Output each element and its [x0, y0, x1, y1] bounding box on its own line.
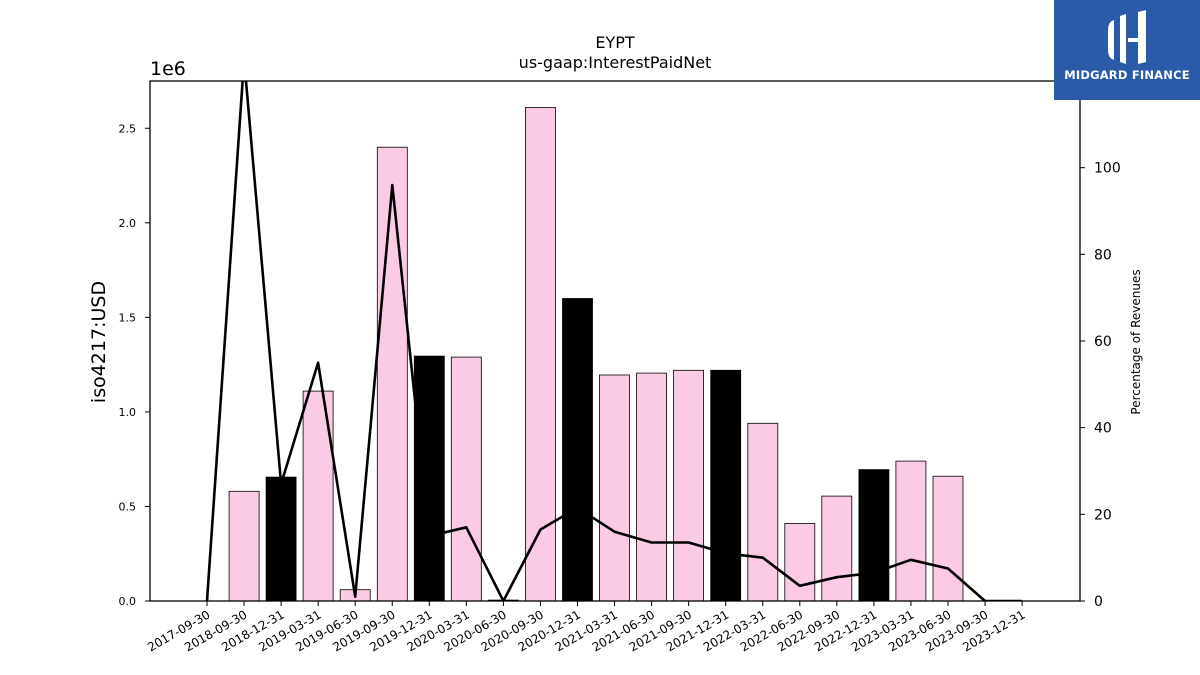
bar-2021-12-31 [710, 369, 742, 602]
bar-2023-06-30 [932, 475, 964, 602]
logo-text: MIDGARD FINANCE [1064, 68, 1190, 82]
chart-subtitle: us-gaap:InterestPaidNet [519, 53, 712, 72]
y-tick-label: 0.5 [119, 500, 137, 513]
bar-2020-09-30 [525, 107, 556, 602]
y-axis-label: iso4217:USD [88, 281, 110, 403]
bar-2022-03-31 [747, 422, 779, 602]
y-tick-label: 2.5 [119, 122, 137, 135]
bar-2020-03-31 [450, 356, 482, 602]
bar-2019-12-31 [413, 355, 445, 602]
bar-2018-09-30 [228, 490, 260, 602]
line-group [205, 81, 1023, 601]
y2-tick-label: 80 [1094, 247, 1112, 263]
bars-group [228, 107, 964, 602]
y2-tick-label: 0 [1094, 594, 1103, 610]
y-tick-label: 1.5 [119, 311, 137, 324]
y-tick-label: 1.0 [119, 406, 137, 419]
chart-title: EYPT [595, 33, 635, 52]
bar-2023-03-31 [895, 460, 927, 602]
bar-2021-03-31 [599, 374, 630, 602]
y2-tick-label: 40 [1094, 421, 1112, 437]
bar-2021-09-30 [673, 369, 704, 602]
y2-tick-label: 100 [1094, 161, 1121, 177]
bar-2019-09-30 [376, 146, 408, 602]
bar-2022-09-30 [821, 495, 853, 602]
bar-2022-06-30 [784, 523, 816, 602]
brand-logo: MIDGARD FINANCE [1054, 0, 1200, 100]
y2-axis-label: Percentage of Revenues [1129, 269, 1143, 414]
y-tick-label: 2.0 [119, 217, 137, 230]
logo-mark-icon [1108, 10, 1146, 64]
bar-2020-12-31 [562, 298, 593, 602]
y2-tick-label: 60 [1094, 334, 1112, 350]
bar-2018-12-31 [265, 476, 297, 602]
y-tick-label: 0.0 [119, 595, 137, 608]
y2-tick-label: 20 [1094, 507, 1112, 523]
bar-2021-06-30 [636, 372, 667, 602]
line-series [205, 81, 1023, 601]
y-exponent-label: 1e6 [150, 58, 186, 80]
bar-2022-12-31 [858, 469, 890, 602]
